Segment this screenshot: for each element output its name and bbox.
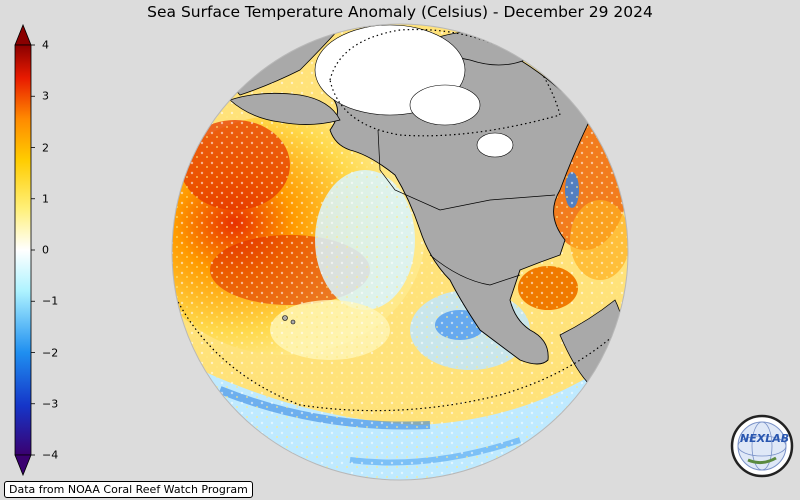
map-title: Sea Surface Temperature Anomaly (Celsius…: [147, 3, 653, 21]
data-credit-label: Data from NOAA Coral Reef Watch Program: [4, 481, 253, 498]
hawaii-land: [282, 315, 288, 321]
colorbar-tick-label: 2: [42, 141, 49, 154]
colorbar-min-arrow: [14, 454, 32, 477]
colorbar-tick-label: 1: [42, 192, 49, 206]
colorbar-tick-label: −1: [42, 294, 59, 308]
colorbar-tick-label: 0: [42, 243, 49, 257]
logo-text: NEXLAB: [740, 432, 790, 445]
country-border: [377, 129, 556, 211]
colorbar-tick-label: −3: [42, 397, 59, 411]
arctic-circle-line: [329, 28, 561, 137]
colorbar-tick-label: −2: [42, 346, 59, 359]
alaska-land: [229, 92, 341, 125]
colorbar-tick-label: −4: [42, 448, 59, 462]
colorbar-tick-label: 3: [42, 89, 49, 103]
colorbar: [14, 23, 35, 477]
globe-logo-icon: [730, 414, 794, 478]
colorbar-tick-label: 4: [42, 38, 49, 52]
